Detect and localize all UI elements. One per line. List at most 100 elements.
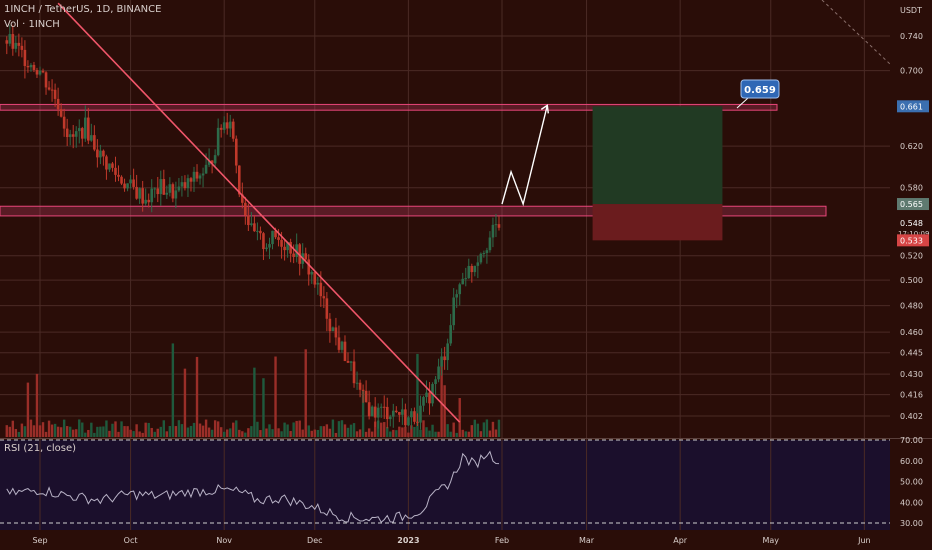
candle-body — [274, 230, 277, 238]
volume-bar — [334, 432, 338, 437]
candle-body — [410, 411, 413, 418]
candle-body — [213, 155, 217, 164]
candle-body — [231, 121, 235, 139]
candle-body — [105, 156, 108, 170]
volume-bar — [380, 422, 383, 437]
volume-bar — [241, 431, 244, 437]
volume-bar — [364, 431, 368, 437]
volume-bar — [292, 422, 295, 437]
volume-bar — [156, 428, 159, 437]
candle-body — [32, 64, 36, 70]
volume-bar — [96, 426, 99, 437]
price-axis-bg — [890, 0, 932, 550]
volume-bar — [325, 424, 329, 437]
candle-body — [361, 389, 365, 391]
time-tick-label: 2023 — [397, 536, 419, 545]
candle-body — [87, 117, 90, 141]
volume-bar — [204, 419, 208, 437]
volume-bar — [289, 431, 292, 437]
candle-body — [482, 252, 486, 254]
support-zone — [0, 205, 827, 217]
candle-body — [71, 134, 75, 137]
candle-body — [491, 224, 495, 238]
candle-body — [256, 230, 259, 232]
candle-body — [201, 173, 205, 176]
candle-body — [401, 409, 404, 415]
candle-body — [102, 150, 105, 157]
candle-body — [265, 247, 268, 250]
volume-bar — [337, 421, 341, 437]
candle-body — [379, 406, 383, 408]
candle-body — [413, 411, 416, 422]
volume-bar — [177, 420, 181, 437]
volume-bar — [416, 353, 419, 437]
volume-bar — [129, 429, 132, 437]
candle-body — [117, 174, 120, 177]
candle-body — [428, 392, 431, 404]
volume-bar — [78, 419, 81, 437]
candle-body — [41, 70, 45, 73]
volume-bar — [144, 422, 147, 437]
candle-body — [370, 406, 374, 417]
candle-body — [68, 134, 72, 138]
volume-bar — [497, 419, 501, 437]
candle-body — [222, 122, 226, 130]
volume-bar — [467, 431, 470, 437]
candle-body — [65, 128, 69, 138]
candle-body — [443, 356, 446, 361]
volume-bar — [298, 420, 301, 437]
volume-bar — [59, 427, 63, 437]
volume-bar — [428, 430, 431, 437]
candle-body — [20, 45, 24, 50]
volume-bar — [171, 343, 175, 437]
candle-body — [367, 402, 371, 417]
volume-bar — [253, 367, 256, 437]
price-label-bg — [897, 100, 929, 113]
price-tick-label: 0.661 — [900, 102, 923, 111]
volume-bar — [17, 431, 21, 437]
candle-body — [280, 239, 283, 247]
volume-bar — [162, 420, 166, 437]
candle-body — [234, 138, 238, 166]
candle-body — [23, 49, 27, 66]
candle-body — [108, 163, 111, 170]
rsi-label: RSI (21, close) — [4, 443, 77, 454]
volume-bar — [108, 430, 111, 437]
price-tick-label: 0.565 — [900, 200, 923, 209]
candle-body — [90, 135, 93, 141]
volume-bar — [265, 428, 268, 437]
volume-bar — [135, 424, 138, 437]
volume-bar — [132, 431, 135, 437]
candle-body — [29, 64, 33, 68]
price-label-bg — [897, 234, 929, 247]
candle-body — [446, 343, 449, 361]
candle-body — [325, 298, 329, 319]
candle-body — [391, 410, 395, 417]
volume-bar — [376, 420, 380, 437]
volume-bar — [485, 419, 489, 437]
time-tick-label: Oct — [124, 536, 138, 545]
volume-bar — [461, 429, 464, 437]
volume-bar — [316, 429, 320, 437]
candle-body — [467, 265, 471, 279]
volume-bar — [180, 424, 184, 437]
candle-body — [189, 178, 193, 182]
candle-body — [259, 230, 262, 234]
volume-bar — [114, 421, 117, 437]
candle-body — [114, 167, 117, 175]
candle-body — [174, 190, 178, 199]
candle-body — [404, 409, 407, 426]
candle-body — [183, 182, 187, 189]
volume-bar — [283, 422, 286, 437]
rsi-line — [6, 450, 499, 524]
volume-bar — [464, 431, 467, 437]
volume-bar — [404, 426, 407, 437]
rsi-tick-label: 50.00 — [900, 478, 923, 487]
rsi-tick-label: 70.00 — [900, 436, 923, 445]
volume-bar — [271, 429, 274, 437]
annotation-bubble — [740, 79, 780, 99]
downtrend-line — [57, 2, 461, 423]
volume-bar — [159, 426, 162, 437]
volume-bar — [482, 422, 486, 437]
